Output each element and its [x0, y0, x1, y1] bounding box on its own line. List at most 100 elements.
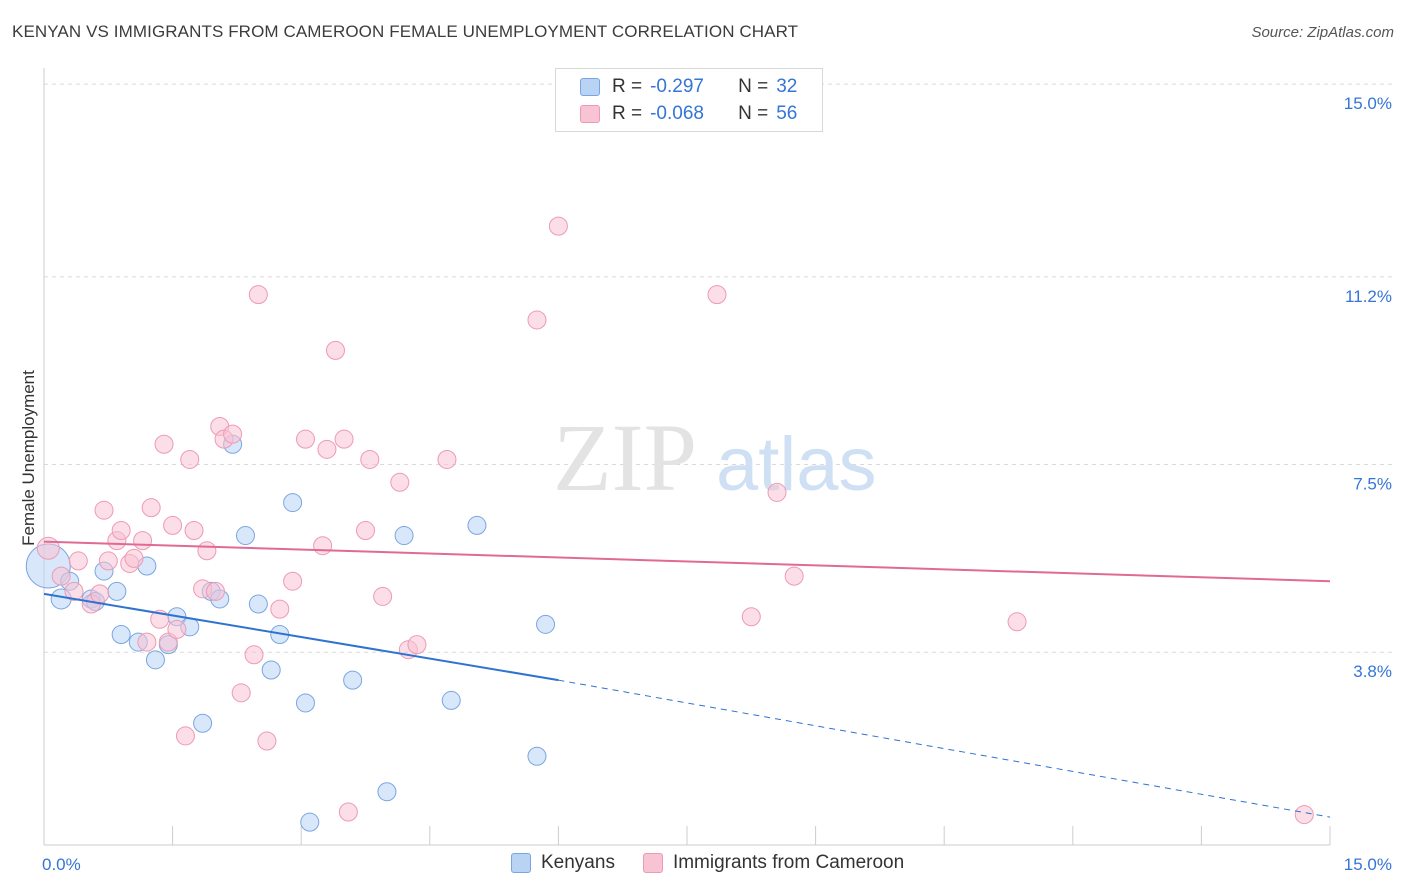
kenyan-point	[145, 650, 165, 670]
legend-item-cameroon: Immigrants from Cameroon	[642, 852, 905, 874]
cameroon-point	[527, 310, 547, 330]
legend-r-value: -0.297	[650, 76, 704, 97]
legend-r-label: R =	[612, 103, 643, 124]
kenyan-trend-line	[43, 592, 559, 682]
kenyan-point	[467, 515, 487, 535]
cameroon-point	[1007, 612, 1027, 632]
legend-n-value: 32	[776, 76, 798, 97]
cameroon-point	[407, 635, 427, 655]
cameroon-point	[51, 566, 71, 586]
trend-layer	[43, 540, 1331, 818]
kenyan-point	[300, 812, 320, 832]
cameroon-point	[124, 548, 144, 568]
kenyan-point	[283, 493, 303, 513]
legend-swatch-pink	[580, 105, 600, 123]
cameroon-point	[141, 498, 161, 518]
cameroon-trend-line	[43, 540, 1331, 583]
legend-label-kenyans: Kenyans	[541, 852, 615, 873]
chart-title: KENYAN VS IMMIGRANTS FROM CAMEROON FEMAL…	[12, 22, 799, 41]
cameroon-point	[356, 520, 375, 540]
cameroon-point	[180, 449, 200, 469]
cameroon-point	[94, 500, 114, 520]
cameroon-point	[360, 449, 380, 469]
cameroon-point	[68, 551, 88, 571]
correlation-legend: R = -0.297 N = 32 R = -0.068 N = 56	[555, 68, 823, 132]
points-layer	[25, 216, 1314, 832]
watermark-zip: ZIP	[553, 404, 697, 511]
legend-swatch-blue	[511, 853, 531, 873]
x-tick-label: 0.0%	[42, 855, 81, 874]
kenyan-point	[527, 746, 547, 766]
legend-r-value: -0.068	[650, 103, 704, 124]
kenyan-point	[235, 526, 255, 546]
kenyan-point	[261, 660, 281, 680]
y-tick-label: 7.5%	[1353, 475, 1392, 494]
cameroon-point	[163, 515, 183, 535]
cameroon-point	[373, 586, 393, 606]
kenyan-point	[248, 594, 268, 614]
kenyan-point	[377, 782, 397, 802]
cameroon-point	[784, 566, 804, 586]
y-axis-label: Female Unemployment	[19, 370, 38, 546]
y-tick-label: 15.0%	[1344, 94, 1392, 113]
watermark: ZIP atlas	[553, 404, 877, 511]
legend-n-value: 56	[776, 103, 798, 124]
cameroon-point	[111, 520, 131, 540]
legend-row-cameroon: R = -0.068 N = 56	[580, 101, 797, 127]
legend-r-label: R =	[612, 76, 643, 97]
cameroon-point	[741, 607, 761, 627]
legend-swatch-blue	[580, 78, 600, 96]
cameroon-point	[338, 802, 358, 822]
kenyan-point	[536, 614, 556, 634]
cameroon-point	[767, 482, 787, 502]
cameroon-point	[325, 340, 345, 360]
cameroon-point	[283, 571, 303, 591]
cameroon-point	[64, 581, 84, 601]
cameroon-point	[154, 434, 174, 454]
kenyan-point	[441, 690, 461, 710]
watermark-atlas: atlas	[716, 422, 877, 507]
series-legend: Kenyans Immigrants from Cameroon	[511, 852, 932, 874]
cameroon-point	[257, 731, 277, 751]
kenyan-trend-extension	[558, 679, 1331, 818]
cameroon-point	[231, 683, 251, 703]
kenyan-point	[295, 693, 315, 713]
y-tick-label: 3.8%	[1353, 662, 1392, 681]
cameroon-point	[295, 429, 315, 449]
cameroon-point	[98, 551, 118, 571]
legend-swatch-pink	[642, 853, 663, 873]
cameroon-point	[313, 536, 333, 556]
cameroon-point	[36, 536, 60, 560]
y-tick-label: 11.2%	[1345, 287, 1392, 306]
cameroon-point	[334, 429, 354, 449]
cameroon-point	[1294, 805, 1314, 825]
cameroon-point	[270, 599, 290, 619]
cameroon-point	[133, 531, 153, 551]
cameroon-point	[167, 619, 187, 639]
cameroon-point	[223, 424, 243, 444]
cameroon-point	[137, 632, 157, 652]
cameroon-point	[248, 285, 268, 305]
legend-n-label: N =	[738, 76, 769, 97]
cameroon-point	[437, 449, 457, 469]
cameroon-point	[90, 584, 110, 604]
cameroon-point	[184, 520, 204, 540]
cameroon-point	[175, 726, 195, 746]
cameroon-point	[548, 216, 568, 236]
cameroon-point	[390, 472, 410, 492]
source-label: Source: ZipAtlas.com	[1251, 24, 1394, 41]
kenyan-point	[193, 713, 213, 733]
axis-layer	[43, 68, 1331, 846]
legend-row-kenyans: R = -0.297 N = 32	[580, 74, 797, 100]
legend-label-cameroon: Immigrants from Cameroon	[672, 852, 905, 873]
cameroon-point	[317, 439, 337, 459]
kenyan-point	[107, 581, 127, 601]
grid-layer	[44, 83, 1392, 653]
x-tick-label: 15.0%	[1344, 855, 1392, 874]
cameroon-point	[205, 581, 225, 601]
kenyan-point	[111, 624, 131, 644]
cameroon-point	[197, 541, 217, 561]
cameroon-point	[707, 285, 727, 305]
legend-n-label: N =	[738, 103, 769, 124]
